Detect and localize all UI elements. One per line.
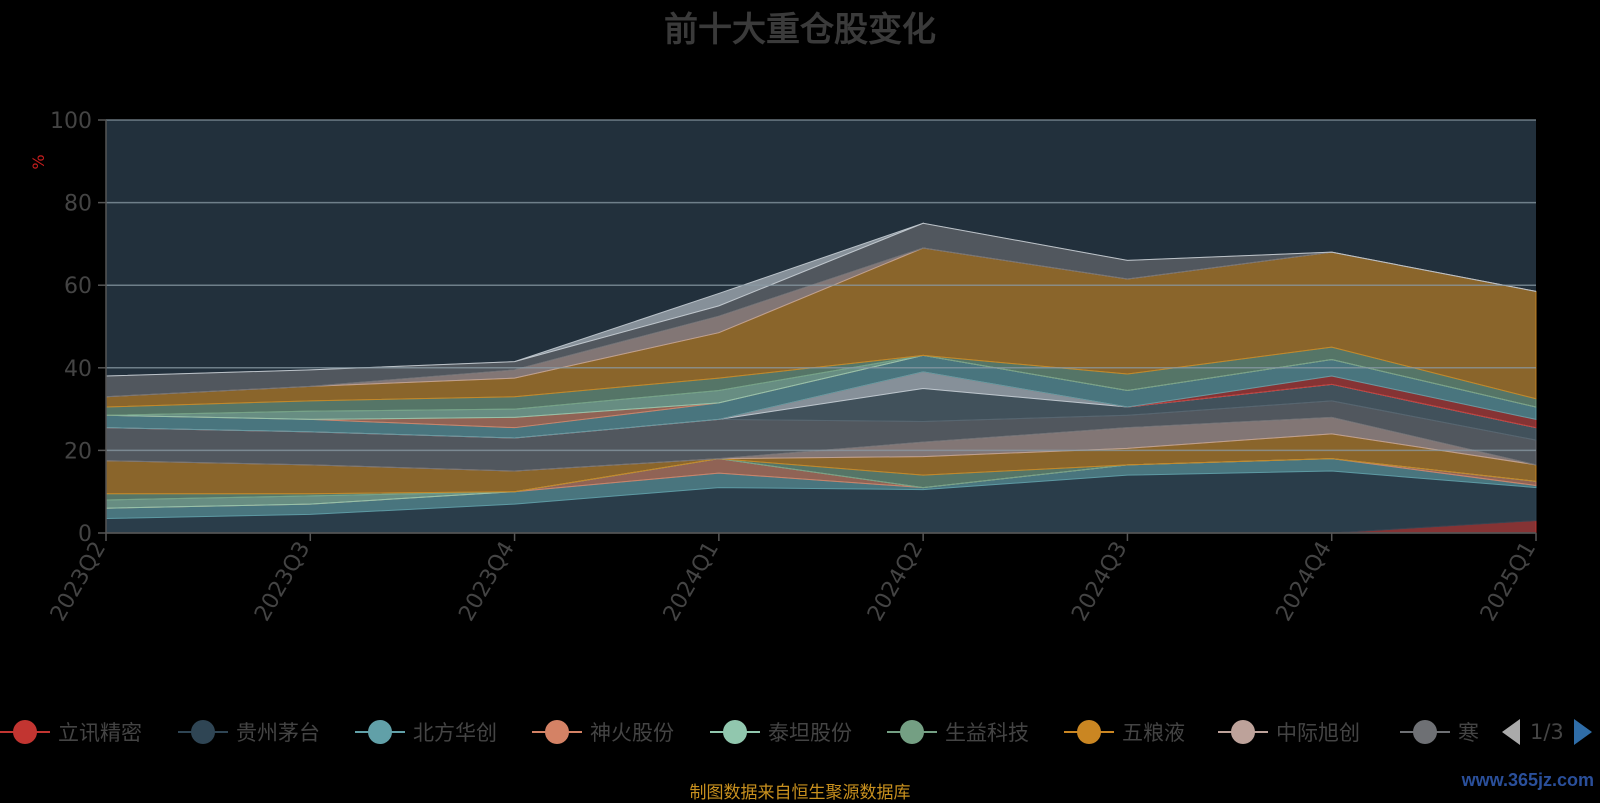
x-tick-label: 2023Q2 bbox=[46, 538, 111, 626]
legend-marker-icon bbox=[355, 720, 405, 744]
x-tick-label: 2024Q3 bbox=[1067, 538, 1132, 626]
legend-label: 贵州茅台 bbox=[236, 721, 320, 745]
legend-next-icon[interactable] bbox=[1572, 717, 1594, 747]
legend-item[interactable]: 生益科技 bbox=[887, 712, 1029, 752]
y-tick-label: 100 bbox=[50, 109, 92, 134]
data-source-note: 制图数据来自恒生聚源数据库 bbox=[689, 783, 911, 803]
legend-item[interactable]: 五粮液 bbox=[1064, 712, 1185, 752]
x-tick-label: 2023Q4 bbox=[454, 538, 519, 626]
legend-marker-icon bbox=[532, 720, 582, 744]
legend-item[interactable]: 北方华创 bbox=[355, 712, 497, 752]
legend-label: 五粮液 bbox=[1122, 721, 1185, 745]
legend-item[interactable]: 立讯精密 bbox=[0, 712, 142, 752]
legend-item[interactable]: 贵州茅台 bbox=[178, 712, 320, 752]
y-tick-label: 20 bbox=[64, 439, 92, 464]
y-tick-label: 40 bbox=[64, 357, 92, 382]
watermark: www.365jz.com bbox=[1461, 770, 1594, 790]
legend-prev-icon[interactable] bbox=[1500, 717, 1522, 747]
legend-pager: 1/3 bbox=[1500, 714, 1594, 750]
chart-title: 前十大重仓股变化 bbox=[664, 10, 936, 50]
legend-label: 寒武纪 bbox=[1458, 721, 1480, 745]
legend-item-clipped[interactable]: 寒武纪 bbox=[1400, 712, 1480, 752]
legend-marker-icon bbox=[1400, 720, 1450, 744]
area-series bbox=[105, 222, 1537, 534]
area-series-20 bbox=[105, 222, 1537, 377]
legend-label: 立讯精密 bbox=[58, 721, 142, 745]
legend-item[interactable]: 泰坦股份 bbox=[710, 712, 852, 752]
legend-item[interactable]: 中际旭创 bbox=[1218, 712, 1360, 752]
y-tick-label: 80 bbox=[64, 192, 92, 217]
x-tick-label: 2023Q3 bbox=[250, 538, 315, 626]
y-tick-label: 60 bbox=[64, 274, 92, 299]
legend-marker-icon bbox=[0, 720, 50, 744]
legend-marker-icon bbox=[1064, 720, 1114, 744]
legend-label: 神火股份 bbox=[590, 721, 674, 745]
x-tick-label: 2024Q4 bbox=[1272, 538, 1337, 626]
y-tick-label: 0 bbox=[78, 522, 92, 547]
y-axis-label: % bbox=[29, 154, 48, 169]
legend-label: 泰坦股份 bbox=[768, 721, 852, 745]
legend-label: 北方华创 bbox=[413, 721, 497, 745]
legend-marker-icon bbox=[710, 720, 760, 744]
legend-page-indicator: 1/3 bbox=[1530, 720, 1564, 744]
legend-item[interactable]: 神火股份 bbox=[532, 712, 674, 752]
legend: 立讯精密 贵州茅台 北方华创 神火股份 泰坦股份 生益科技 五粮液 中际旭创 寒武纪 bbox=[0, 712, 1600, 752]
legend-marker-icon bbox=[1218, 720, 1268, 744]
x-tick-label: 2025Q1 bbox=[1476, 538, 1541, 626]
legend-marker-icon bbox=[178, 720, 228, 744]
legend-label: 中际旭创 bbox=[1276, 721, 1360, 745]
x-tick-label: 2024Q1 bbox=[659, 538, 724, 626]
x-tick-label: 2024Q2 bbox=[863, 538, 928, 626]
legend-label: 生益科技 bbox=[945, 721, 1029, 745]
legend-marker-icon bbox=[887, 720, 937, 744]
